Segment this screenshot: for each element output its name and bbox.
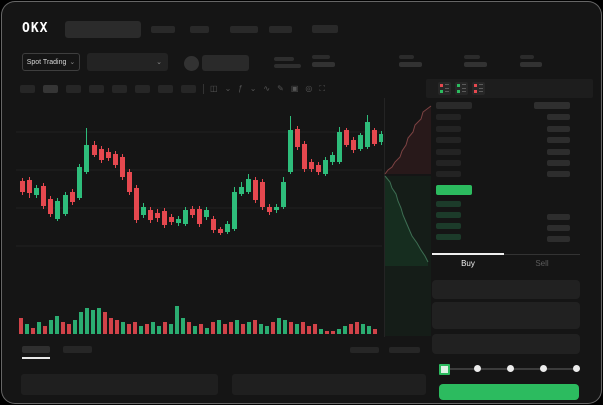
- slider-handle[interactable]: [439, 364, 450, 375]
- chevron-down-icon[interactable]: ⌄: [224, 84, 232, 93]
- ask-row-amount[interactable]: [547, 114, 570, 120]
- bid-row-amount[interactable]: [547, 225, 570, 231]
- header-action-button[interactable]: [202, 55, 249, 71]
- ask-row-price[interactable]: [436, 114, 461, 120]
- ticker-stat-value: [464, 62, 487, 67]
- settings-icon[interactable]: ◎: [305, 84, 313, 93]
- chevron-down-icon[interactable]: ⌄: [249, 84, 257, 93]
- ask-row-price[interactable]: [436, 126, 461, 132]
- search-input[interactable]: [65, 21, 141, 38]
- okx-logo[interactable]: OKX: [22, 21, 49, 36]
- bid-row-price[interactable]: [436, 212, 461, 218]
- slider-stop[interactable]: [507, 365, 514, 372]
- last-price-badge[interactable]: [436, 185, 472, 195]
- pair-select[interactable]: ⌄: [87, 53, 168, 71]
- ask-row-amount[interactable]: [547, 126, 570, 132]
- book-view-bids-icon[interactable]: [455, 82, 468, 95]
- book-col-header[interactable]: [534, 102, 570, 109]
- bottom-action[interactable]: [389, 347, 420, 353]
- ask-row-price[interactable]: [436, 149, 461, 155]
- bottom-panel: [21, 374, 218, 395]
- orderbook-toolbar: [426, 79, 593, 98]
- order-amount-input[interactable]: [432, 302, 580, 329]
- ticker-stat-label: [464, 55, 480, 59]
- timeframe-button[interactable]: [20, 85, 35, 93]
- bid-row-price[interactable]: [436, 201, 461, 207]
- avatar[interactable]: [184, 56, 199, 71]
- spot-trading-label: Spot Trading: [26, 58, 67, 66]
- ask-row-amount[interactable]: [547, 160, 570, 166]
- ticker-stat-value: [312, 62, 335, 67]
- slider-stop[interactable]: [474, 365, 481, 372]
- book-col-header[interactable]: [436, 102, 472, 109]
- bid-row-amount[interactable]: [547, 214, 570, 220]
- spot-trading-button[interactable]: Spot Trading ⌄: [22, 53, 80, 71]
- chart-toolbar-icons: ◫ ⌄ ƒ ⌄ ∿ ✎ ▣ ◎ ⛶: [210, 82, 325, 96]
- chevron-down-icon: ⌄: [156, 58, 162, 66]
- order-price-input[interactable]: [432, 280, 580, 299]
- depth-chart-svg[interactable]: [384, 98, 432, 337]
- timeframe-button[interactable]: [158, 85, 173, 93]
- bid-row-price[interactable]: [436, 223, 461, 229]
- toolbar-divider: [203, 84, 204, 94]
- ticker-stat-label: [520, 55, 534, 59]
- timeframe-button[interactable]: [135, 85, 150, 93]
- line-chart-icon[interactable]: ∿: [263, 84, 271, 93]
- timeframe-button[interactable]: [112, 85, 127, 93]
- ticker-stat-label: [312, 55, 330, 59]
- bottom-tab-active[interactable]: [22, 346, 50, 353]
- book-view-asks-icon[interactable]: [472, 82, 485, 95]
- bottom-panel: [232, 374, 426, 395]
- nav-item[interactable]: [269, 26, 292, 33]
- active-tab-indicator: [432, 253, 504, 255]
- nav-item[interactable]: [312, 25, 338, 33]
- ask-row-price[interactable]: [436, 171, 461, 177]
- nav-item[interactable]: [230, 26, 258, 33]
- bid-row-amount[interactable]: [547, 236, 570, 242]
- header-text-line: [274, 64, 301, 68]
- header-text-line: [274, 57, 294, 61]
- chevron-down-icon: ⌄: [69, 58, 76, 66]
- slider-stop[interactable]: [540, 365, 547, 372]
- candle-style-icon[interactable]: ◫: [210, 84, 218, 93]
- timeframe-button[interactable]: [89, 85, 104, 93]
- draw-icon[interactable]: ✎: [277, 84, 284, 93]
- tab-buy[interactable]: Buy: [461, 259, 475, 268]
- ask-row-price[interactable]: [436, 137, 461, 143]
- amount-slider[interactable]: [439, 363, 580, 375]
- ticker-stat-value: [399, 62, 422, 67]
- slider-stop[interactable]: [573, 365, 580, 372]
- bottom-tab-underline: [22, 357, 50, 359]
- ask-row-price[interactable]: [436, 160, 461, 166]
- ask-row-amount[interactable]: [547, 137, 570, 143]
- book-view-all-icon[interactable]: [438, 82, 451, 95]
- ticker-stat-label: [399, 55, 414, 59]
- bid-row-price[interactable]: [436, 234, 461, 240]
- ask-row-amount[interactable]: [547, 171, 570, 177]
- nav-item[interactable]: [151, 26, 175, 33]
- tab-sell[interactable]: Sell: [535, 259, 549, 268]
- nav-item[interactable]: [190, 26, 209, 33]
- fullscreen-icon[interactable]: ⛶: [319, 84, 325, 93]
- order-total-input[interactable]: [432, 334, 580, 354]
- ticker-stat-value: [520, 62, 542, 67]
- indicator-icon[interactable]: ƒ: [238, 84, 243, 93]
- bottom-tab[interactable]: [63, 346, 92, 353]
- ask-row-amount[interactable]: [547, 149, 570, 155]
- tab-separator: [432, 254, 580, 255]
- camera-icon[interactable]: ▣: [290, 84, 299, 93]
- orderbook-panel: [432, 98, 580, 255]
- timeframe-button[interactable]: [66, 85, 81, 93]
- timeframe-button[interactable]: [181, 85, 196, 93]
- bottom-action[interactable]: [350, 347, 379, 353]
- price-chart-svg[interactable]: [16, 98, 383, 338]
- timeframe-button[interactable]: [43, 85, 58, 93]
- buy-submit-button[interactable]: [439, 384, 579, 400]
